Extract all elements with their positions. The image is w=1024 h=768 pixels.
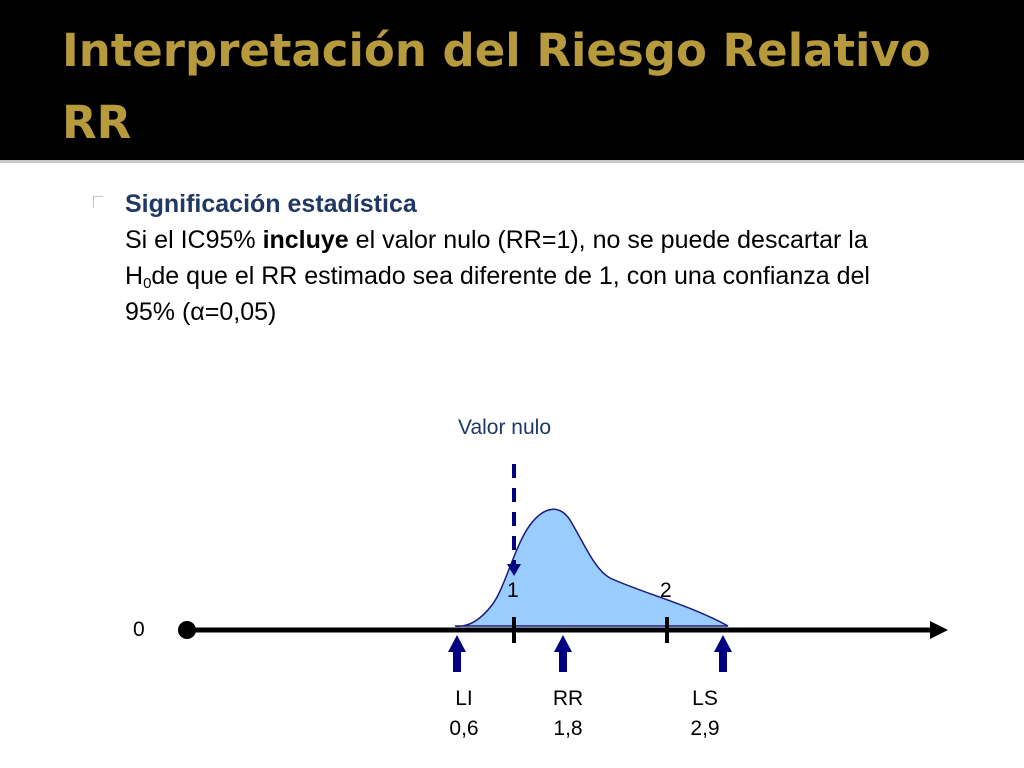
para-part3: de que el RR estimado sea diferente de 1… bbox=[125, 262, 870, 326]
slide-title: Interpretación del Riesgo Relativo bbox=[62, 24, 931, 77]
bullet-text: Significación estadística Si el IC95% in… bbox=[125, 186, 905, 330]
tick-2-label: 2 bbox=[660, 579, 672, 602]
null-value-label: Valor nulo bbox=[458, 416, 552, 439]
rr-marker: RR 1,8 bbox=[553, 684, 583, 744]
li-label: LI bbox=[455, 687, 473, 710]
bullet-paragraph: Si el IC95% incluye el valor nulo (RR=1)… bbox=[125, 222, 905, 330]
axis-arrowhead bbox=[930, 621, 948, 639]
li-value: 0,6 bbox=[449, 717, 479, 740]
distribution-curve bbox=[454, 508, 729, 627]
slide-title-line2: RR bbox=[62, 96, 132, 149]
li-arrow-icon bbox=[448, 635, 466, 672]
para-part2: el valor nulo (RR=1), no se puede descar… bbox=[125, 226, 868, 290]
para-part1: Si el IC95% bbox=[125, 226, 263, 254]
ls-label: LS bbox=[692, 687, 718, 710]
rr-value: 1,8 bbox=[553, 717, 583, 740]
null-value-arrowhead bbox=[507, 564, 521, 576]
bullet-icon bbox=[93, 196, 103, 208]
axis-origin-dot bbox=[178, 621, 196, 639]
rr-arrow-icon bbox=[554, 635, 572, 672]
ls-arrow-icon bbox=[714, 635, 732, 672]
title-divider bbox=[0, 160, 1024, 163]
tick-1-label: 1 bbox=[507, 579, 519, 602]
para-subscript: 0 bbox=[143, 275, 152, 292]
bullet-heading: Significación estadística bbox=[125, 190, 417, 218]
li-marker: LI 0,6 bbox=[449, 684, 478, 744]
rr-label: RR bbox=[552, 687, 584, 710]
ls-marker: LS 2,9 bbox=[690, 684, 719, 744]
axis-zero-label: 0 bbox=[133, 618, 145, 641]
title-bar: Interpretación del Riesgo Relativo RR bbox=[0, 0, 1024, 160]
para-bold: incluye bbox=[262, 226, 349, 254]
ls-value: 2,9 bbox=[690, 717, 720, 740]
